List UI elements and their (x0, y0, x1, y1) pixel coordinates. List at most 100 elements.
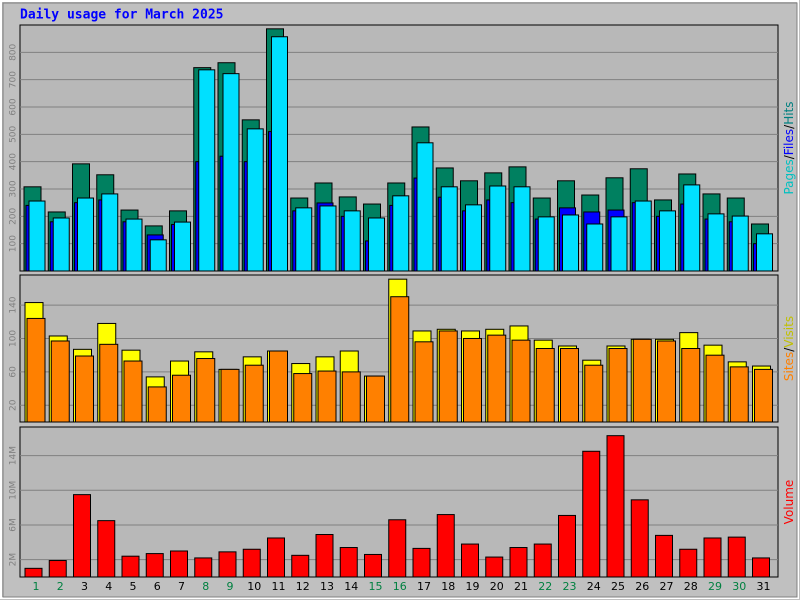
bar (630, 499, 649, 578)
x-tick-label: 17 (417, 580, 431, 593)
x-tick-label: 23 (563, 580, 577, 593)
x-tick-label: 8 (202, 580, 209, 593)
y-tick-label: 500 (9, 125, 19, 142)
bar (123, 360, 143, 423)
y-tick-label: 400 (9, 153, 19, 170)
legend-separator: / (782, 124, 796, 129)
x-tick-label: 5 (130, 580, 137, 593)
bar (513, 186, 531, 272)
y-tick-label: 14M (9, 446, 19, 465)
legend-entry: Volume (782, 480, 796, 525)
bar (584, 364, 604, 423)
bar (99, 343, 119, 423)
y-tick-label: 10M (9, 481, 19, 500)
bar (729, 366, 749, 423)
legend: Volume (782, 480, 796, 525)
bar (194, 557, 213, 578)
y-tick-label: 600 (9, 98, 19, 115)
bar (196, 358, 216, 423)
x-tick-label: 27 (660, 580, 674, 593)
bar (754, 368, 773, 423)
x-tick-label: 3 (81, 580, 88, 593)
legend-entry: Sites (782, 352, 796, 381)
y-tick-label: 200 (9, 207, 19, 224)
bar (364, 553, 382, 578)
bar (509, 547, 528, 578)
x-tick-label: 6 (154, 580, 161, 593)
bar (558, 514, 576, 578)
bar (560, 348, 579, 423)
bar (293, 373, 313, 423)
bar (220, 368, 240, 423)
bar (317, 370, 337, 423)
y-tick-label: 100 (9, 235, 19, 252)
bar (75, 355, 94, 423)
bar (731, 215, 749, 272)
bar (606, 435, 625, 578)
bar (26, 317, 46, 423)
x-tick-label: 26 (635, 580, 649, 593)
bar (440, 186, 458, 272)
bar (198, 69, 216, 272)
bar (703, 537, 722, 578)
y-tick-label: 800 (9, 43, 19, 60)
bar (174, 221, 191, 272)
legend-entry: Hits (782, 101, 796, 124)
bar (535, 348, 555, 423)
bar (465, 204, 482, 272)
bar (416, 142, 434, 272)
bar (392, 195, 410, 272)
x-tick-label: 30 (732, 580, 746, 593)
bar (414, 341, 434, 423)
legend-entry: Visits (782, 316, 796, 348)
bar (218, 551, 237, 578)
bar (339, 547, 358, 578)
bar (50, 340, 70, 423)
bar (368, 217, 385, 272)
bar (48, 560, 67, 578)
x-tick-label: 29 (708, 580, 722, 593)
x-tick-label: 25 (611, 580, 625, 593)
bar (170, 550, 188, 578)
bar (366, 375, 385, 423)
bar (608, 348, 628, 423)
bar (244, 364, 264, 423)
bar (533, 543, 552, 578)
x-tick-label: 7 (178, 580, 185, 593)
bar (582, 450, 601, 578)
x-tick-label: 13 (320, 580, 334, 593)
bar (390, 296, 410, 423)
bar (222, 73, 240, 272)
x-tick-label: 1 (33, 580, 40, 593)
bar (438, 330, 458, 423)
y-tick-label: 700 (9, 71, 19, 88)
legend-separator: / (782, 347, 796, 352)
chart-title: Daily usage for March 2025 (20, 8, 224, 23)
bar (246, 128, 264, 272)
bar (341, 371, 361, 423)
bar (97, 520, 116, 578)
bar (125, 218, 143, 272)
y-tick-label: 140 (9, 296, 19, 313)
bar (681, 348, 701, 423)
bar (315, 534, 334, 578)
bar (388, 519, 407, 578)
bar (461, 543, 479, 578)
bar (655, 534, 673, 578)
x-tick-label: 20 (490, 580, 504, 593)
bar (242, 548, 261, 578)
bar (487, 334, 507, 423)
bar (271, 36, 288, 272)
x-tick-label: 16 (393, 580, 407, 593)
bar (657, 340, 676, 423)
y-tick-label: 100 (9, 330, 19, 347)
bar (24, 567, 43, 578)
bar (147, 386, 167, 423)
bar (705, 354, 725, 423)
x-tick-label: 24 (587, 580, 601, 593)
bar (463, 337, 482, 423)
bar (586, 223, 604, 272)
bar (52, 217, 70, 272)
x-tick-label: 9 (227, 580, 234, 593)
bar (343, 210, 361, 272)
